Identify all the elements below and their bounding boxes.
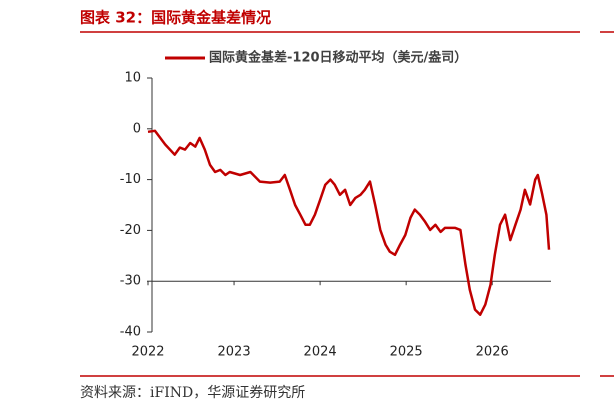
x-tick-label: 2025 — [390, 345, 423, 360]
x-tick-label: 2024 — [304, 345, 337, 360]
legend-label: 国际黄金基差-120日移动平均（美元/盎司） — [209, 50, 467, 66]
y-tick-label: 0 — [133, 121, 141, 136]
y-tick-label: -20 — [120, 223, 141, 238]
x-tick-label: 2026 — [476, 345, 509, 360]
source-note: 资料来源：iFIND，华源证券研究所 — [80, 385, 305, 401]
y-tick-label: -10 — [120, 172, 141, 187]
y-tick-label: -40 — [120, 325, 141, 340]
x-tick-label: 2022 — [131, 345, 164, 360]
x-tick-label: 2023 — [218, 345, 251, 360]
data-line — [147, 129, 551, 316]
figure-title: 图表 32：国际黄金基差情况 — [80, 9, 271, 27]
y-tick-label: 10 — [124, 71, 141, 86]
y-tick-label: -30 — [120, 274, 141, 289]
